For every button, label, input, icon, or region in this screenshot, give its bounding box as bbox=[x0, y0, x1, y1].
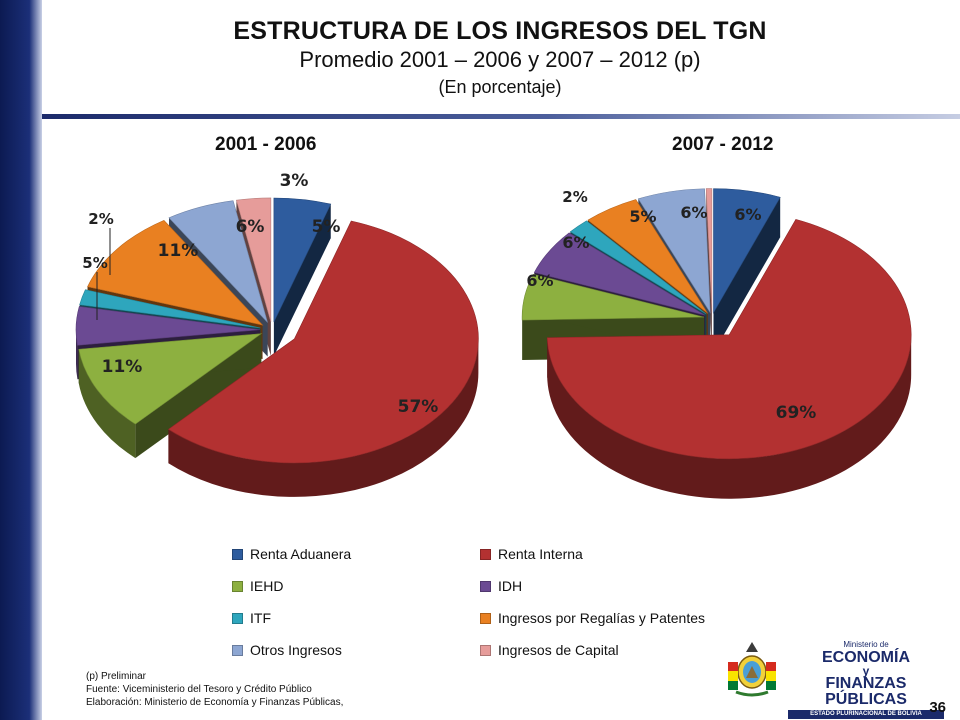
pie-slice-ingresos-por-regalias-y-patentes bbox=[87, 219, 264, 326]
pie-side-renta-aduanera bbox=[273, 204, 331, 357]
legend-label: Ingresos de Capital bbox=[498, 642, 619, 658]
legend-item-renta-aduanera: Renta Aduanera bbox=[232, 546, 351, 562]
logo-line-economia: ECONOMÍA bbox=[822, 649, 910, 666]
legend-swatch bbox=[232, 580, 243, 592]
ministry-logo: Ministerio de ECONOMÍA y FINANZAS PÚBLIC… bbox=[722, 638, 944, 719]
legend-label: Renta Aduanera bbox=[250, 546, 352, 562]
legend-swatch bbox=[232, 612, 243, 624]
page-subtitle: Promedio 2001 – 2006 y 2007 – 2012 (p) bbox=[299, 47, 701, 72]
title-block: ESTRUCTURA DE LOS INGRESOS DEL TGN Prome… bbox=[100, 16, 900, 100]
legend-label: IDH bbox=[498, 578, 523, 594]
pie-slice-renta-aduanera bbox=[713, 188, 781, 314]
data-label-renta-interna: 69% bbox=[776, 403, 817, 423]
legend-label: Otros Ingresos bbox=[250, 642, 342, 658]
pie-slice-iehd bbox=[521, 274, 705, 321]
pie-slice-itf bbox=[79, 289, 261, 329]
data-label-iehd: 6% bbox=[526, 271, 553, 290]
data-label-iehd: 11% bbox=[102, 357, 143, 377]
pie-side-renta-aduanera bbox=[713, 197, 781, 353]
data-label-ingresos-por-regalias-y-patentes: 5% bbox=[629, 207, 656, 226]
legend-label: ITF bbox=[250, 610, 271, 626]
logo-text: Ministerio de ECONOMÍA y FINANZAS PÚBLIC… bbox=[788, 640, 944, 719]
pie-slice-renta-interna bbox=[167, 220, 479, 464]
legend-item-iehd: IEHD bbox=[232, 578, 283, 594]
data-label-itf: 2% bbox=[562, 188, 587, 206]
legend-swatch bbox=[480, 644, 491, 656]
unit-label: (En porcentaje) bbox=[438, 77, 562, 97]
left-decorative-band bbox=[0, 0, 42, 720]
pie-slice-renta-aduanera bbox=[273, 197, 332, 323]
legend-item-renta-interna: Renta Interna bbox=[480, 546, 583, 562]
legend-swatch bbox=[232, 644, 243, 656]
pie-slice-iehd bbox=[78, 333, 263, 425]
data-label-otros-ingresos: 6% bbox=[236, 217, 265, 237]
pie-chart-2007-2012: 6% 69% 6% 6% 2% 5% 6% bbox=[521, 188, 912, 499]
data-label-renta-interna: 57% bbox=[398, 397, 439, 417]
pie-slice-ingresos-de-capital bbox=[236, 197, 272, 323]
legend-swatch bbox=[232, 548, 243, 560]
pie-slice-otros-ingresos bbox=[168, 200, 268, 323]
pie-slice-itf bbox=[569, 220, 707, 315]
data-label-renta-aduanera: 5% bbox=[312, 217, 341, 237]
legend-swatch bbox=[480, 612, 491, 624]
logo-line-ministerio: Ministerio de bbox=[843, 640, 889, 649]
elaboration-note: Elaboración: Ministerio de Economía y Fi… bbox=[86, 697, 344, 708]
pie-rim-renta-interna bbox=[168, 338, 479, 497]
legend-swatch bbox=[480, 548, 491, 560]
data-label-ingresos-de-capital: 3% bbox=[280, 171, 309, 191]
pie-rim-idh bbox=[76, 329, 78, 380]
data-label-itf: 2% bbox=[88, 210, 113, 228]
right-chart-title: 2007 - 2012 bbox=[672, 134, 774, 155]
footnotes: (p) Preliminar Fuente: Viceministerio de… bbox=[86, 670, 343, 709]
bolivia-coat-of-arms-icon bbox=[728, 642, 776, 697]
legend-item-otros-ingresos: Otros Ingresos bbox=[232, 642, 342, 658]
pie-slice-idh bbox=[75, 306, 261, 346]
pie-rim-renta-interna bbox=[547, 334, 912, 499]
source-note: Fuente: Viceministerio del Tesoro y Créd… bbox=[86, 684, 312, 695]
pie-slice-ingresos-de-capital bbox=[705, 188, 713, 313]
legend-item-regalias-patentes: Ingresos por Regalías y Patentes bbox=[480, 610, 705, 626]
logo-line-y: y bbox=[862, 664, 870, 678]
pie-slice-idh bbox=[533, 232, 706, 316]
title-divider bbox=[42, 114, 960, 119]
preliminary-note: (p) Preliminar bbox=[86, 671, 147, 682]
data-label-ingresos-por-regalias-y-patentes: 11% bbox=[158, 241, 199, 261]
legend-label: Ingresos por Regalías y Patentes bbox=[498, 610, 706, 626]
legend-item-ingresos-capital: Ingresos de Capital bbox=[480, 642, 619, 658]
data-label-idh: 5% bbox=[82, 254, 107, 272]
pie-slice-otros-ingresos bbox=[637, 188, 711, 314]
logo-line-finanzas: FINANZAS PÚBLICAS bbox=[825, 675, 907, 708]
left-chart-title: 2001 - 2006 bbox=[215, 134, 317, 155]
page-title: ESTRUCTURA DE LOS INGRESOS DEL TGN bbox=[233, 17, 767, 45]
data-label-idh: 6% bbox=[562, 233, 589, 252]
page-number: 36 bbox=[929, 699, 946, 716]
legend-label: IEHD bbox=[250, 578, 284, 594]
data-label-otros-ingresos: 6% bbox=[680, 203, 707, 222]
legend-item-itf: ITF bbox=[232, 610, 271, 626]
pie-slice-ingresos-por-regalias-y-patentes bbox=[587, 199, 708, 314]
data-label-renta-aduanera: 6% bbox=[734, 205, 761, 224]
legend-item-idh: IDH bbox=[480, 578, 522, 594]
logo-line-estado: ESTADO PLURINACIONAL DE BOLIVIA bbox=[788, 710, 944, 719]
legend: Renta Aduanera Renta Interna IEHD IDH IT… bbox=[232, 546, 752, 664]
legend-swatch bbox=[480, 580, 491, 592]
legend-label: Renta Interna bbox=[498, 546, 583, 562]
pie-rim-iehd bbox=[78, 349, 136, 459]
pie-chart-2001-2006: 5% 57% 11% 5% 2% 11% 6% 3% bbox=[75, 171, 479, 497]
pie-slice-renta-interna bbox=[546, 219, 912, 460]
